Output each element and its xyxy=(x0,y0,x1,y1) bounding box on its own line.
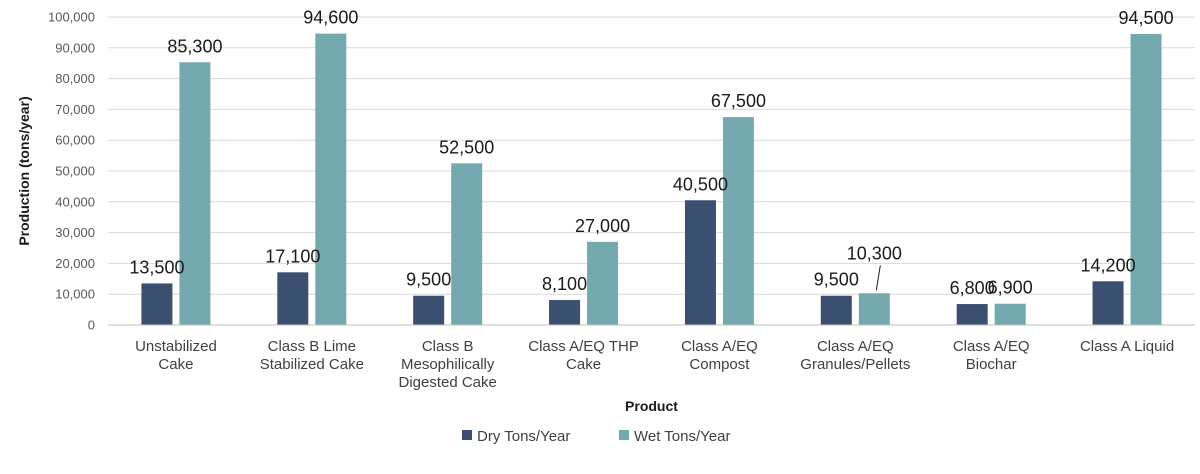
y-axis-title: Production (tons/year) xyxy=(16,96,32,245)
y-tick-label: 50,000 xyxy=(55,164,95,179)
data-label-wet: 6,900 xyxy=(988,278,1033,298)
x-category-label: Class A/EQ Compost xyxy=(681,338,758,373)
label-leader-line xyxy=(875,265,881,291)
y-tick-label: 20,000 xyxy=(55,256,95,271)
bar-wet-tons xyxy=(1130,33,1162,325)
y-tick-label: 40,000 xyxy=(55,194,95,209)
legend-swatch-wet xyxy=(619,430,629,440)
bar-dry-tons xyxy=(413,295,445,325)
gridlines xyxy=(108,16,1195,295)
y-tick-label: 30,000 xyxy=(55,225,95,240)
legend: Dry Tons/Year Wet Tons/Year xyxy=(462,428,730,445)
y-axis-ticks: 0 10,000 20,000 30,000 40,000 50,000 60,000 70,… xyxy=(48,10,95,333)
x-category-label: Class A/EQ THP Cake xyxy=(528,338,639,373)
bar-wet-tons xyxy=(994,303,1026,325)
data-label-wet: 67,500 xyxy=(711,91,766,111)
bar-wet-tons xyxy=(179,62,211,325)
data-label-wet: 27,000 xyxy=(575,216,630,236)
y-tick-label: 0 xyxy=(88,318,95,333)
bars xyxy=(141,33,1162,326)
bar-wet-tons xyxy=(451,163,483,325)
data-label-dry: 9,500 xyxy=(406,270,451,290)
y-tick-label: 60,000 xyxy=(55,133,95,148)
data-label-wet: 10,300 xyxy=(847,243,902,263)
data-label-dry: 8,100 xyxy=(542,274,587,294)
bar-wet-tons xyxy=(722,117,754,325)
bar-wet-tons xyxy=(858,293,890,325)
legend-label-dry: Dry Tons/Year xyxy=(477,428,570,445)
x-category-label: Class B Mesophilically Digested Cake xyxy=(398,338,496,391)
data-label-wet: 85,300 xyxy=(167,36,222,56)
data-label-wet: 52,500 xyxy=(439,137,494,157)
bar-dry-tons xyxy=(141,283,173,325)
bar-dry-tons xyxy=(956,304,988,325)
data-label-wet: 94,600 xyxy=(303,8,358,28)
bar-dry-tons xyxy=(277,272,309,325)
bar-wet-tons xyxy=(315,33,347,326)
legend-swatch-dry xyxy=(462,430,472,440)
bar-dry-tons xyxy=(684,200,716,325)
data-label-dry: 17,100 xyxy=(265,246,320,266)
y-tick-label: 90,000 xyxy=(55,40,95,55)
bar-dry-tons xyxy=(549,300,581,325)
legend-label-wet: Wet Tons/Year xyxy=(634,428,730,445)
x-category-label: Class A/EQ Granules/Pellets xyxy=(800,338,910,373)
x-axis-categories: Unstabilized Cake Class B Lime Stabilized C… xyxy=(135,338,1174,391)
y-tick-label: 80,000 xyxy=(55,71,95,86)
bar-dry-tons xyxy=(820,295,852,325)
y-tick-label: 10,000 xyxy=(55,287,95,302)
data-label-dry: 9,500 xyxy=(814,270,859,290)
x-axis-title: Product xyxy=(625,398,678,414)
y-tick-label: 70,000 xyxy=(55,102,95,117)
data-label-dry: 40,500 xyxy=(673,174,728,194)
bar-dry-tons xyxy=(1092,281,1124,325)
data-label-dry: 6,800 xyxy=(950,278,995,298)
bar-wet-tons xyxy=(587,241,619,325)
data-labels: 13,500 85,300 17,100 94,600 9,500 52,500 8,100… xyxy=(129,8,1173,298)
data-label-wet: 94,500 xyxy=(1119,8,1174,28)
x-category-label: Class A/EQ Biochar xyxy=(953,338,1030,373)
x-category-label: Class B Lime Stabilized Cake xyxy=(260,338,364,373)
x-category-label: Unstabilized Cake xyxy=(135,338,217,373)
data-label-dry: 13,500 xyxy=(129,257,184,277)
y-tick-label: 100,000 xyxy=(48,10,95,25)
data-label-dry: 14,200 xyxy=(1081,255,1136,275)
x-category-label: Class A Liquid xyxy=(1080,338,1174,355)
